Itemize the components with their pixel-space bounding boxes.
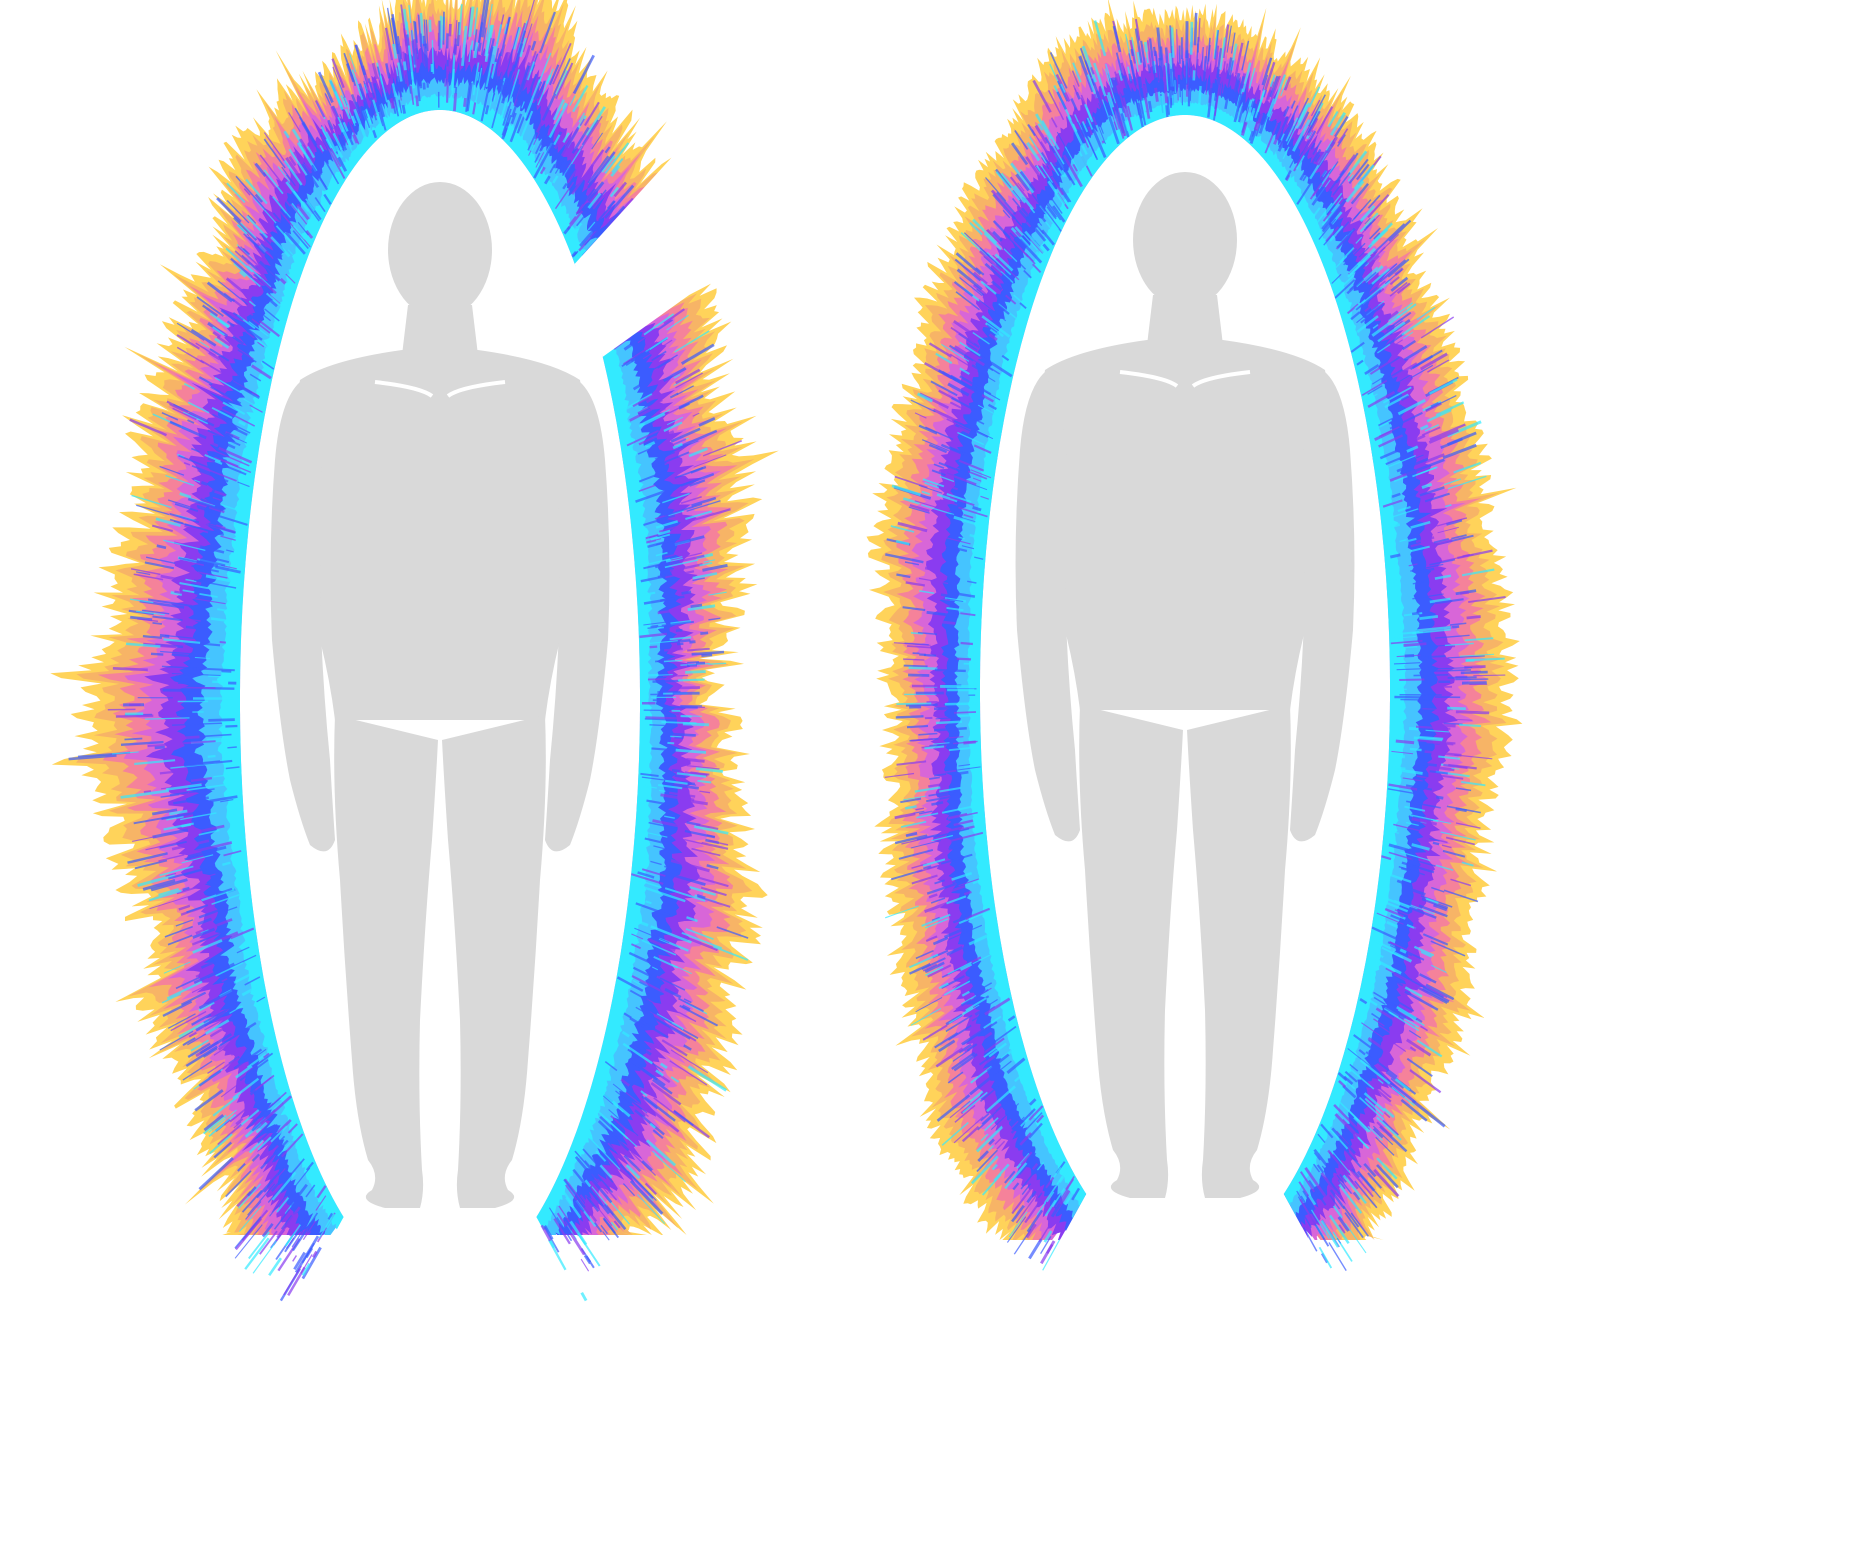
right-panel-aura-figure	[866, 0, 1523, 1400]
aura-streaks	[68, 0, 749, 1302]
aura-gap	[574, 101, 782, 357]
aura-bottom-opening	[1096, 1170, 1274, 1400]
left-panel-aura-figure	[50, 0, 782, 1400]
collarbone-line	[1119, 370, 1251, 388]
aura-bottom-opening	[353, 1165, 527, 1400]
aura-streaks	[884, 12, 1506, 1271]
collarbone-line	[374, 380, 506, 398]
